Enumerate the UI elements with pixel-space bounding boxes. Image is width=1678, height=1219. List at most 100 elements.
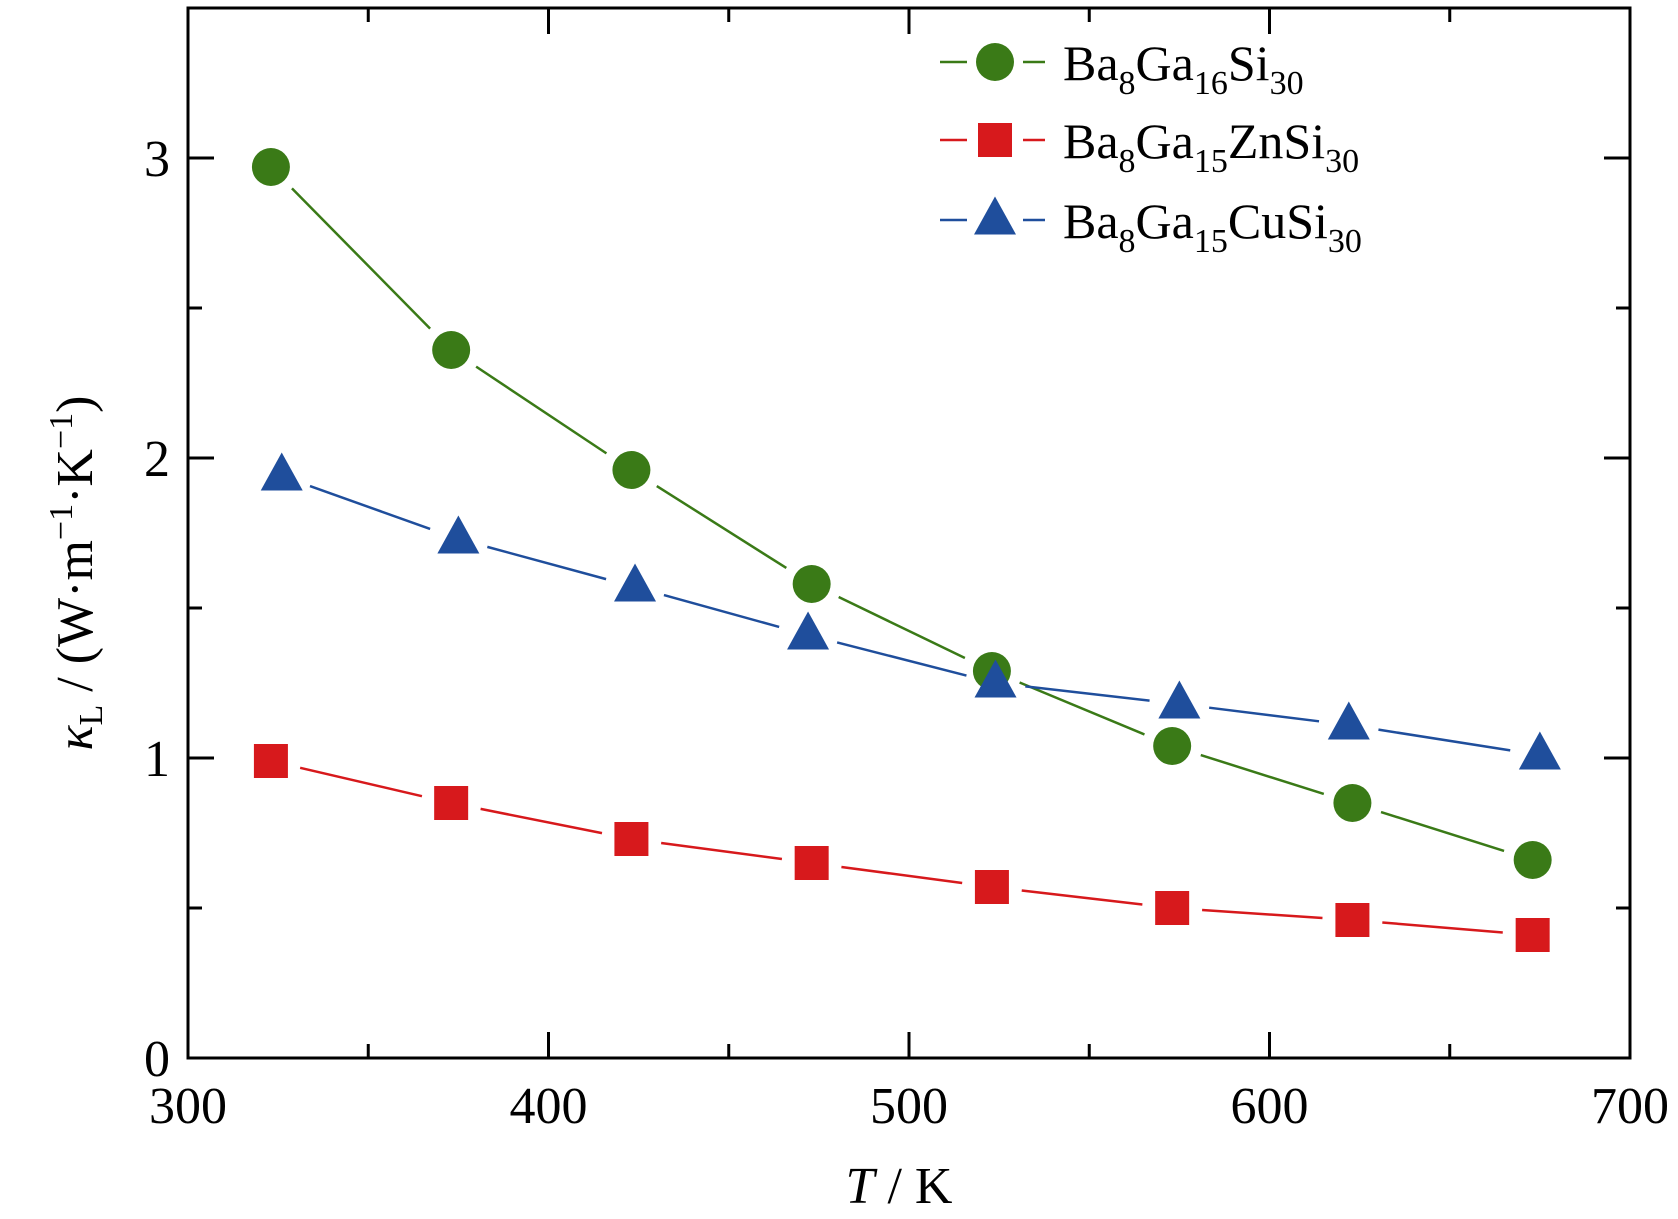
data-point-triangle <box>974 659 1017 698</box>
series-line-segment <box>309 484 431 531</box>
y-tick-label: 1 <box>144 731 170 788</box>
legend-label-part: Ba <box>1063 193 1119 249</box>
y-axis-symbol: κ <box>47 724 104 750</box>
legend-label-part: 30 <box>1270 65 1304 102</box>
data-point-triangle <box>614 563 657 602</box>
x-axis-title: T / K <box>846 1158 953 1215</box>
y-axis-unit-part: −1 <box>43 413 80 449</box>
data-point-triangle <box>437 515 480 554</box>
legend-marker-square <box>978 123 1012 157</box>
legend-label-part: Ga <box>1136 113 1194 169</box>
legend-entry: Ba8Ga15CuSi30 <box>940 193 1362 260</box>
x-axis-symbol: T <box>846 1158 878 1215</box>
y-tick-label: 3 <box>144 131 170 188</box>
series-line-segment <box>841 865 963 885</box>
y-tick-label: 0 <box>144 1031 170 1088</box>
legend-label-part: Ga <box>1136 193 1194 249</box>
legend-marker-circle <box>976 43 1014 81</box>
y-axis-symbol-sub: L <box>73 705 110 726</box>
y-axis-unit-part: ·K <box>47 449 104 504</box>
data-point-circle <box>612 451 651 489</box>
data-point-triangle <box>260 452 303 491</box>
series-1 <box>251 148 1552 879</box>
data-point-circle <box>432 331 471 369</box>
legend-label-part: Ba <box>1063 35 1119 91</box>
series-line-segment <box>1021 889 1143 906</box>
legend-label-part: 30 <box>1325 143 1359 180</box>
series-line-segment <box>1202 908 1323 920</box>
series-line-segment <box>475 365 608 455</box>
x-tick-label: 500 <box>870 1078 948 1135</box>
legend-label-part: 8 <box>1119 143 1136 180</box>
legend-label-part: Ga <box>1136 35 1194 91</box>
series-line-segment <box>836 641 967 677</box>
data-point-triangle <box>1327 701 1370 740</box>
y-axis-unit-part: −1 <box>43 504 80 540</box>
series-layer <box>251 148 1561 952</box>
legend-label-part: CuSi <box>1228 193 1328 249</box>
series-line-segment <box>486 545 607 581</box>
series-line-segment <box>1019 681 1145 736</box>
y-axis-title: κL / (W·m−1·K−1) <box>43 396 110 751</box>
series-line-segment <box>480 807 603 835</box>
legend-entry: Ba8Ga15ZnSi30 <box>940 113 1359 180</box>
legend-label-part: Si <box>1228 35 1270 91</box>
legend-label-part: 15 <box>1194 143 1228 180</box>
x-tick-label: 700 <box>1591 1078 1669 1135</box>
series-line-segment <box>1380 810 1505 853</box>
legend-label-part: Ba <box>1063 113 1119 169</box>
data-point-triangle <box>1518 731 1561 770</box>
data-point-circle <box>1333 784 1372 822</box>
data-point-square <box>1515 918 1550 952</box>
legend-label-part: 8 <box>1119 223 1136 260</box>
data-point-square <box>974 870 1009 904</box>
series-2 <box>253 744 1550 952</box>
legend-label: Ba8Ga15ZnSi30 <box>1063 113 1359 180</box>
legend-label-part: 30 <box>1328 223 1362 260</box>
data-point-circle <box>1513 841 1552 879</box>
data-point-triangle <box>787 611 830 650</box>
data-point-circle <box>792 565 831 603</box>
legend-marker-triangle <box>974 196 1016 235</box>
data-point-circle <box>251 148 290 186</box>
series-line-segment <box>663 593 780 629</box>
series-line-segment <box>1208 706 1320 723</box>
data-point-circle <box>1153 727 1192 765</box>
x-tick-label: 600 <box>1231 1078 1309 1135</box>
x-axis-unit: / K <box>874 1158 952 1215</box>
data-point-square <box>614 822 649 856</box>
series-line-segment <box>1025 685 1150 702</box>
plot-frame <box>186 6 1632 1060</box>
series-line-segment <box>1378 728 1511 752</box>
data-point-square <box>1335 903 1370 937</box>
axis-titles: T / KκL / (W·m−1·K−1) <box>43 396 953 1215</box>
series-line-segment <box>291 187 432 330</box>
data-point-square <box>1155 891 1190 925</box>
data-point-triangle <box>1158 680 1201 719</box>
legend-label-part: 8 <box>1119 65 1136 102</box>
x-tick-label: 300 <box>149 1078 227 1135</box>
x-tick-label: 400 <box>510 1078 588 1135</box>
series-line-segment <box>838 595 966 660</box>
series-line-segment <box>1382 921 1503 934</box>
legend-label-part: 15 <box>1194 223 1228 260</box>
y-tick-label: 2 <box>144 431 170 488</box>
series-line-segment <box>660 841 783 861</box>
data-point-square <box>794 846 829 880</box>
series-line-segment <box>299 766 423 798</box>
data-point-square <box>253 744 288 778</box>
legend-label-part: 16 <box>1194 65 1228 102</box>
legend-entry: Ba8Ga16Si30 <box>940 35 1304 102</box>
legend-label: Ba8Ga16Si30 <box>1063 35 1304 102</box>
legend-label: Ba8Ga15CuSi30 <box>1063 193 1362 260</box>
series-line-segment <box>656 484 787 570</box>
series-3 <box>260 452 1561 770</box>
axes: 300 400 500 600 700 0 1 2 3 <box>144 6 1669 1135</box>
y-axis-unit-part: / (W·m <box>47 540 104 705</box>
legend-label-part: ZnSi <box>1228 113 1325 169</box>
y-axis-unit-part: ) <box>47 396 104 413</box>
data-point-square <box>434 786 469 820</box>
series-line-segment <box>1200 753 1325 796</box>
